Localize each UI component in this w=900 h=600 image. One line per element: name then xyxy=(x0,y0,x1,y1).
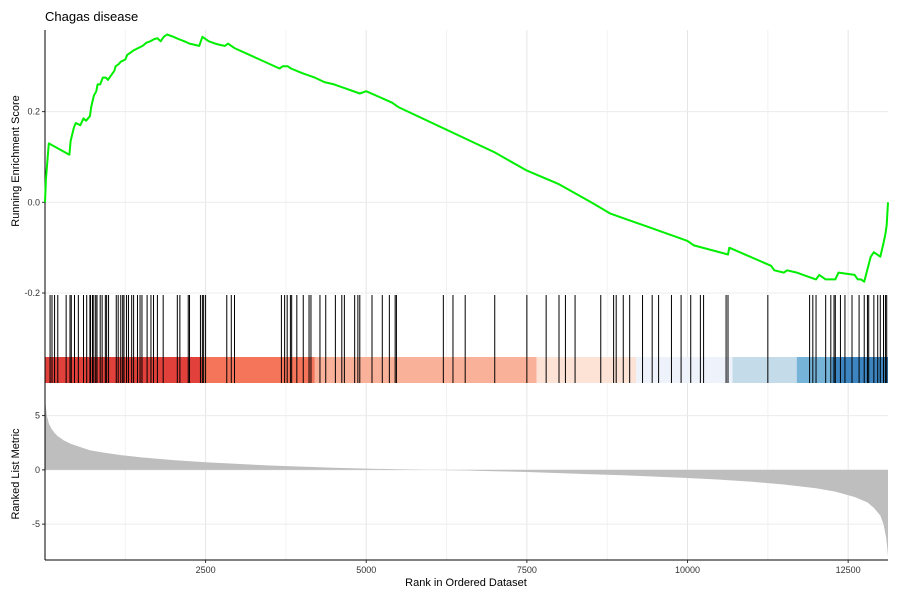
color-band xyxy=(832,357,888,383)
enrichment-y-axis-title: Running Enrichment Score xyxy=(10,95,22,226)
ranked-y-axis-title: Ranked List Metric xyxy=(10,428,22,520)
x-axis-ticks: 2500 5000 7500 10000 12500 xyxy=(196,560,861,575)
y-tick-label: 0.0 xyxy=(27,197,40,207)
ranked-metric-area xyxy=(45,390,888,557)
color-band xyxy=(314,357,537,383)
color-band xyxy=(732,357,797,383)
x-axis-title: Rank in Ordered Dataset xyxy=(405,577,527,589)
y-tick-label: -5 xyxy=(32,519,40,529)
x-tick-label: 5000 xyxy=(356,565,376,575)
x-tick-label: 2500 xyxy=(196,565,216,575)
color-band xyxy=(202,357,315,383)
gene-hits-panel xyxy=(44,293,888,383)
x-tick-label: 10000 xyxy=(675,565,700,575)
ranked-metric-panel: 5 0 -5 2500 5000 7500 10000 12500 Ranked List … xyxy=(10,383,888,589)
x-tick-label: 7500 xyxy=(517,565,537,575)
color-band xyxy=(536,357,637,383)
enrichment-grid xyxy=(45,30,888,294)
enrichment-y-axis-ticks: 0.2 0.0 -0.2 xyxy=(24,107,45,298)
y-tick-label: -0.2 xyxy=(24,288,40,298)
y-tick-label: 0.2 xyxy=(27,107,40,117)
chart-title: Chagas disease xyxy=(45,9,138,24)
enrichment-score-line xyxy=(44,33,889,283)
y-tick-label: 0 xyxy=(35,465,40,475)
color-band xyxy=(636,357,733,383)
color-band xyxy=(796,357,833,383)
x-tick-label: 12500 xyxy=(836,565,861,575)
gene-hit-markers xyxy=(49,295,888,383)
rank-color-bar xyxy=(45,357,888,383)
enrichment-score-panel: 0.2 0.0 -0.2 Running Enrichment Score xyxy=(10,30,889,298)
y-tick-label: 5 xyxy=(35,411,40,421)
ranked-y-axis-ticks: 5 0 -5 xyxy=(32,411,45,529)
